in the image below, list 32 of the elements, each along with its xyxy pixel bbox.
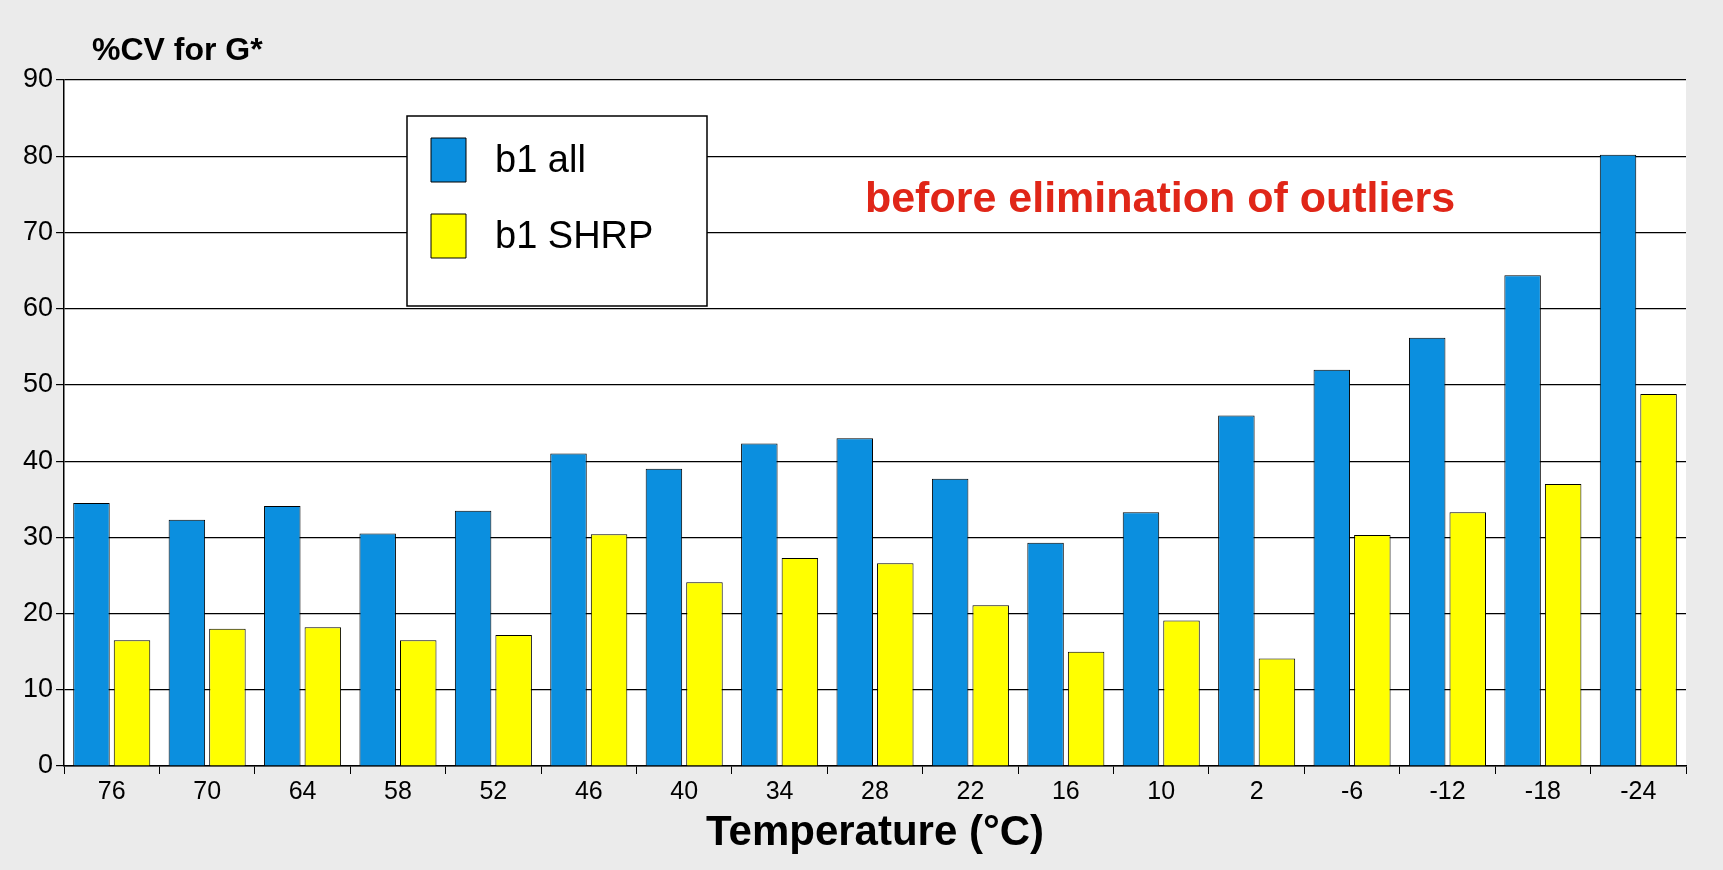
- x-tick-label: 58: [384, 775, 412, 804]
- x-tick-label: 52: [479, 775, 508, 804]
- x-tick-label: 16: [1051, 775, 1080, 804]
- annotation: before elimination of outliers: [864, 173, 1456, 221]
- y-tick-label: 10: [22, 673, 54, 704]
- y-tick-label: 80: [22, 139, 54, 170]
- x-tick-label: -24: [1620, 775, 1657, 804]
- y-tick-label: 30: [22, 520, 54, 551]
- x-tick-label: 64: [288, 775, 317, 804]
- y-tick-label: 40: [22, 444, 54, 475]
- x-tick-label: -6: [1340, 775, 1364, 804]
- y-tick-label: 60: [22, 292, 54, 323]
- legend-label: b1 all: [495, 138, 586, 181]
- y-tick-label: 50: [22, 368, 54, 399]
- y-tick-label: 70: [22, 215, 54, 246]
- x-tick-label: 40: [670, 775, 699, 804]
- y-tick-label: 20: [22, 597, 54, 628]
- y-tick-label: 90: [22, 63, 54, 94]
- x-tick-label: 34: [765, 775, 794, 804]
- y-tick-label: 0: [38, 749, 54, 780]
- x-tick-label: 28: [861, 775, 889, 804]
- chart-title: %CV for G*: [92, 31, 264, 67]
- x-tick-label: 46: [574, 775, 603, 804]
- x-tick-label: -18: [1524, 775, 1561, 804]
- x-tick-label: 10: [1147, 775, 1176, 804]
- x-tick-label: 2: [1249, 775, 1264, 804]
- x-tick-label: -12: [1429, 775, 1466, 804]
- x-tick-label: 76: [97, 775, 126, 804]
- x-tick-label: 70: [193, 775, 222, 804]
- legend-label: b1 SHRP: [495, 214, 654, 257]
- x-tick-label: 22: [956, 775, 985, 804]
- x-axis-title: Temperature (°C): [705, 807, 1045, 854]
